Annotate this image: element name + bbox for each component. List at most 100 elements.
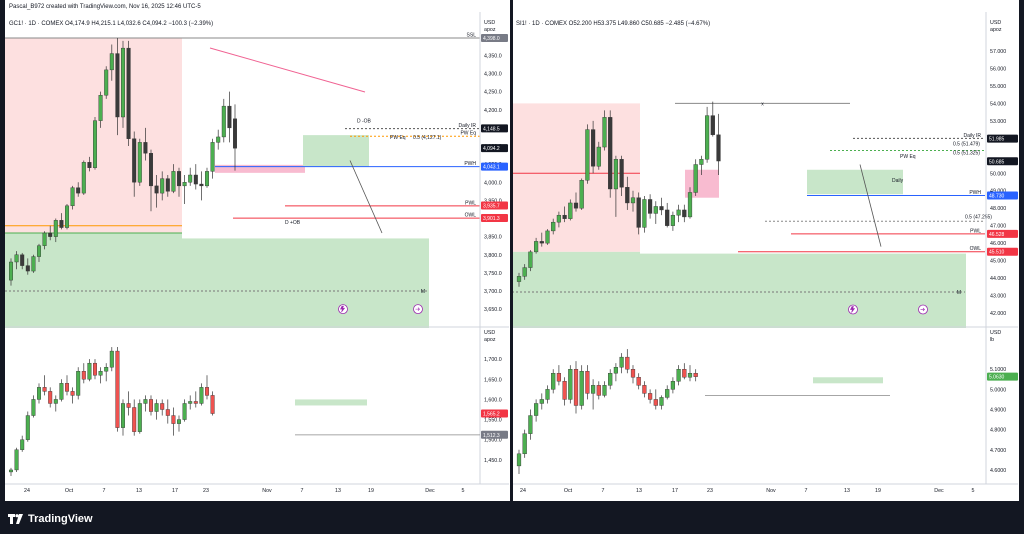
left-ob-zone [215,164,305,173]
left-sub-candle-body [65,383,70,392]
left-candle [92,117,97,170]
left-sub-candle [199,383,204,406]
right-candle-body [642,199,647,228]
right-candle [608,110,613,198]
right-forward-icon[interactable] [918,304,928,315]
left-candle-body [65,205,70,228]
left-time-tick: Dec [425,488,435,494]
right-price-badge-bg [987,134,1018,143]
right-currency: USD [990,20,1001,26]
left-sub-badge: 1,512.3 [481,430,508,439]
left-candle-body [104,69,109,96]
right-price-badge-text: 46.528 [989,232,1005,238]
left-price-badge: 3,901.3 [481,214,508,223]
right-candle-body [636,197,641,228]
left-owl-line-label: OWL [465,213,477,219]
right-x-line-label: x [761,101,764,107]
right-sub-candle [585,365,590,400]
left-candle-body [143,142,148,154]
left-candle-body [20,254,25,266]
left-candle-body [25,265,30,272]
right-eq3-label: 0.5 (47.255) [965,215,992,221]
right-candle [579,178,584,210]
right-candle-body [585,129,590,181]
left-candle-body [81,162,86,194]
left-candle [210,138,215,179]
left-sub-candle-body [20,439,25,450]
left-candle-body [137,142,142,183]
right-sub-candle [602,381,607,398]
right-price-tick: 56.000 [990,66,1006,72]
left-lightning-icon[interactable] [338,304,348,315]
right-price-badge: 45.510 [987,247,1018,256]
right-price-badge-bg [987,229,1018,238]
left-price-badge-bg [481,144,508,153]
left-sub-candle-body [109,350,114,368]
right-candle-body [579,180,584,209]
left-price-badge-bg [481,162,508,171]
right-price-badge-text: 51.985 [989,137,1005,143]
left-price-badge-bg [481,214,508,223]
right-sub-candle-body [636,377,641,386]
left-forward-icon[interactable] [413,304,423,315]
left-candle [109,44,114,81]
right-candle [539,232,544,247]
right-projection-arrow [859,164,882,247]
left-sub-candle-body [199,387,204,404]
left-sub-currency: USD [484,330,495,336]
right-sub-candle [625,349,630,374]
right-candle-body [568,202,573,219]
footer-brand[interactable]: TradingView [8,512,93,526]
left-candle-body [76,187,81,194]
left-price-badge: 4,148.5 [481,124,508,133]
left-sub-candle [210,391,215,416]
right-lightning-icon[interactable] [848,304,858,315]
left-sub-candle [65,375,70,396]
left-candle-body [160,178,165,194]
left-sub-candle [165,399,170,424]
right-unit: apoz [990,27,1002,33]
left-sub-candle-body [70,391,75,396]
right-candle-body [528,251,533,268]
right-time-tick: 5 [972,488,975,494]
left-candle-body [48,232,53,237]
left-candle-body [132,138,137,183]
right-candle-body [682,209,687,218]
left-price-tick: 3,800.0 [484,253,502,259]
charts-canvas[interactable]: SSL Daily IR PW Eq PWH PWL OWL M D -OB PW Eq 0.5 … [5,0,1020,501]
left-candle-body [232,118,237,149]
right-legend: SI1! · 1D · COMEX O52.200 H53.375 L49.86… [516,21,711,27]
right-candle-body [545,230,550,244]
right-daily-zone [807,169,903,195]
left-candle-body [199,183,204,187]
left-candle-body [216,136,221,143]
right-candle [716,113,721,175]
right-candle [596,141,601,170]
right-sub-price-tick: 5.1000 [990,367,1006,373]
left-candle [160,171,165,201]
panel-divider [510,0,513,501]
right-price-badge: 46.528 [987,229,1018,238]
right-sub-candle [551,369,556,394]
left-candle-body [14,254,19,263]
right-price-badge-text: 45.510 [989,250,1005,256]
right-time-tick: 7 [602,488,605,494]
left-sub-candle [31,395,36,418]
left-candle [176,167,181,197]
right-candle-body [608,117,613,190]
left-candle-body [115,53,120,118]
right-price-tick: 48.000 [990,206,1006,212]
left-candle [132,131,137,197]
left-pwl-line-label: PWL [465,200,476,206]
right-candle-body [539,241,544,244]
left-sub-candle [59,379,64,402]
left-sub-candle-body [98,371,103,376]
right-sub-candle [682,363,687,380]
right-sub-candle [665,385,670,400]
right-time-tick: 23 [707,488,713,494]
left-sub-candle-body [160,403,165,410]
right-sub-badge-bg [987,372,1018,381]
right-sub-candle-body [619,356,624,368]
left-sub-candle [53,395,58,412]
right-sub-price-tick: 4.8000 [990,428,1006,434]
